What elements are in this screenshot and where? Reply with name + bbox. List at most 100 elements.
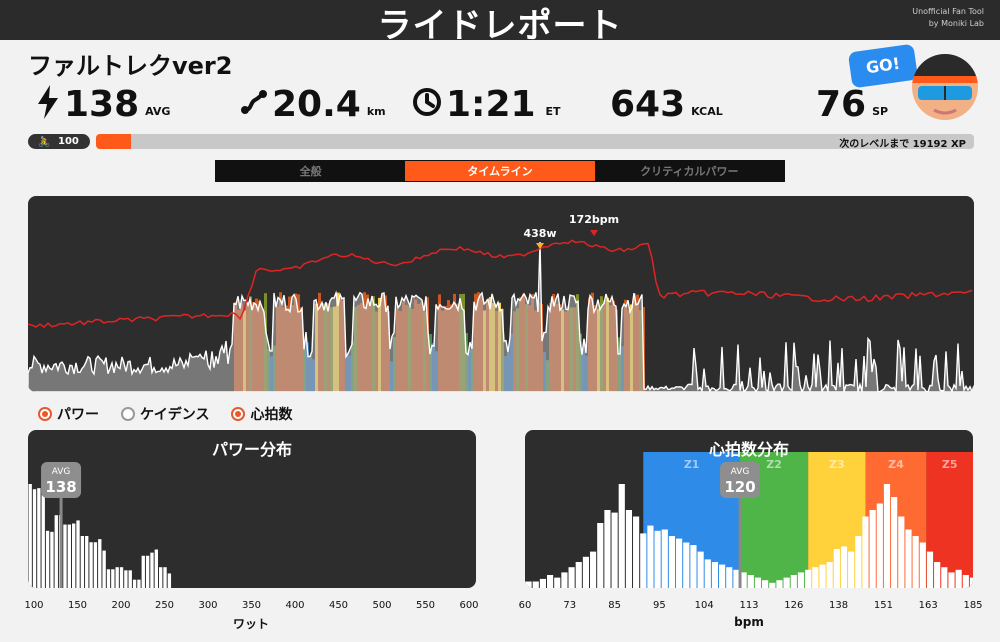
histogram-bar: [618, 484, 625, 588]
tab-critical-power[interactable]: クリティカルパワー: [640, 165, 739, 178]
histogram-bar: [582, 556, 590, 588]
histogram-bar: [89, 542, 93, 588]
histogram-bar: [812, 567, 819, 588]
histogram-bar: [776, 580, 783, 588]
x-tick-label: 85: [608, 600, 621, 611]
x-tick-label: 185: [963, 600, 983, 611]
hr-x-label: bpm: [734, 615, 764, 629]
x-tick-label: 250: [154, 600, 175, 611]
power-radio[interactable]: [38, 407, 52, 421]
tab-general[interactable]: 全般: [299, 165, 322, 178]
hr-zone-label: Z1: [684, 458, 700, 471]
histogram-bar: [661, 529, 668, 588]
avatar: [912, 54, 978, 120]
histogram-bar: [726, 567, 733, 588]
histogram-bar: [855, 536, 862, 588]
x-tick-label: 200: [111, 600, 131, 611]
histogram-bar: [167, 573, 172, 588]
ride-name: ファルトレクver2: [28, 52, 233, 80]
xp-progress-fill: [96, 134, 132, 149]
stat-unit: ET: [545, 105, 561, 118]
heart-rate-radio[interactable]: [231, 407, 246, 421]
histogram-bar: [697, 551, 704, 588]
histogram-bar: [833, 549, 840, 588]
histogram-bar: [150, 552, 154, 588]
x-tick-label: 100: [24, 600, 44, 611]
histogram-bar: [797, 572, 805, 588]
histogram-bar: [63, 524, 67, 588]
tab-timeline[interactable]: タイムライン: [405, 161, 595, 181]
histogram-bar: [141, 555, 145, 588]
histogram-bar: [891, 497, 898, 588]
histogram-bar: [783, 577, 790, 588]
cyclist-icon: 🚴: [38, 137, 51, 148]
xp-progress-bar: [96, 134, 974, 149]
histogram-bar: [740, 572, 747, 588]
histogram-bar: [711, 562, 719, 588]
histogram-bar: [654, 530, 661, 588]
heart-rate-distribution-title: 心拍数分布: [708, 440, 789, 459]
cadence-radio[interactable]: [121, 407, 135, 421]
histogram-bar: [102, 550, 106, 588]
x-tick-label: 300: [198, 600, 218, 611]
power-distribution-chart: AVG 138 パワー分布: [28, 430, 476, 588]
histogram-bar: [28, 484, 32, 588]
legend-heart-rate[interactable]: 心拍数: [231, 404, 292, 424]
credit-text: Unofficial Fan Tool by Moniki Lab: [912, 6, 984, 30]
legend-power[interactable]: パワー: [38, 404, 99, 424]
x-tick-label: 500: [372, 600, 392, 611]
legend-cadence[interactable]: ケイデンス: [121, 404, 209, 424]
histogram-bar: [762, 580, 769, 588]
timeline-chart[interactable]: 438w 172bpm: [28, 196, 974, 392]
page-title: ライドレポート: [377, 6, 623, 46]
histogram-bar: [955, 569, 962, 588]
x-tick-label: 113: [739, 600, 759, 611]
stat-value: 643: [610, 84, 686, 125]
histogram-bar: [72, 523, 76, 588]
power-distribution-title: パワー分布: [211, 440, 292, 459]
histogram-bar: [747, 575, 754, 588]
histogram-bar: [611, 512, 618, 588]
histogram-bar: [690, 545, 697, 588]
peak-power-marker: [536, 243, 544, 249]
x-tick-label: 450: [328, 600, 349, 611]
histogram-bar: [154, 549, 158, 588]
histogram-bar: [128, 570, 132, 588]
xp-remaining-text: 次のレベルまで 19192 XP: [839, 139, 966, 150]
histogram-bar: [926, 551, 934, 588]
go-button[interactable]: GO!: [847, 43, 919, 89]
histogram-bar: [862, 516, 869, 588]
histogram-bar: [539, 578, 547, 588]
histogram-bar: [597, 523, 604, 588]
histogram-bar: [137, 579, 141, 588]
histogram-bar: [826, 562, 833, 588]
histogram-bar: [45, 530, 50, 588]
histogram-bar: [532, 581, 539, 588]
histogram-bar: [37, 488, 41, 588]
histogram-bar: [640, 533, 647, 588]
stat-unit: AVG: [145, 105, 171, 118]
stat-value: 1:21: [446, 84, 536, 125]
histogram-bar: [805, 569, 812, 588]
x-tick-label: 163: [918, 600, 938, 611]
histogram-bar: [119, 567, 124, 588]
stat-calories: 643 KCAL: [610, 84, 723, 124]
histogram-bar: [111, 569, 115, 588]
timeline-plot: 438w 172bpm: [28, 213, 974, 392]
power-x-label: ワット: [232, 617, 270, 631]
view-tabs: 全般 タイムライン クリティカルパワー: [215, 160, 785, 182]
histogram-bar: [93, 542, 98, 588]
credit-line-1: Unofficial Fan Tool: [912, 7, 984, 16]
hr-zone-band: [926, 452, 973, 588]
histogram-bar: [719, 564, 726, 588]
histogram-bar: [115, 567, 119, 588]
x-tick-label: 151: [873, 600, 893, 611]
histogram-bar: [159, 567, 163, 588]
histogram-bar: [575, 562, 582, 588]
avg-badge-value: 138: [45, 478, 76, 496]
histogram-bar: [733, 569, 740, 588]
power-x-ticks: 100 150 200 250 300 350 400 450 500 550 600: [0, 600, 1000, 614]
avg-badge-label: AVG: [731, 467, 750, 477]
histogram-bar: [819, 564, 826, 588]
